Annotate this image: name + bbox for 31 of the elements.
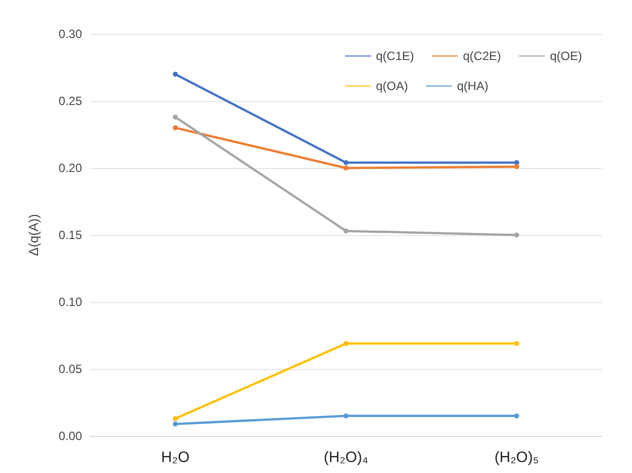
y-tick-label: 0.00 xyxy=(58,429,82,443)
y-tick-label: 0.30 xyxy=(58,27,82,41)
point xyxy=(172,421,178,426)
point xyxy=(514,164,520,170)
y-tick-label: 0.10 xyxy=(58,295,82,309)
point xyxy=(514,341,520,346)
legend-label: q(HA) xyxy=(456,79,488,93)
y-axis-title: Δ(q(A)) xyxy=(26,214,41,256)
point xyxy=(514,160,520,166)
point xyxy=(344,228,348,234)
y-tick-label: 0.05 xyxy=(58,362,82,376)
point xyxy=(344,413,348,418)
legend-label: q(C1E) xyxy=(376,49,414,63)
point xyxy=(172,72,178,77)
point xyxy=(514,232,520,238)
legend-label: q(C2E) xyxy=(462,49,501,63)
x-tick-label: H₂O xyxy=(161,449,190,466)
x-tick-label: (H₂O)₄ xyxy=(324,449,368,466)
point xyxy=(172,416,178,422)
y-tick-label: 0.15 xyxy=(58,228,82,242)
y-tick-label: 0.25 xyxy=(58,94,82,108)
point xyxy=(344,166,348,170)
point xyxy=(344,341,348,346)
legend-label: q(OE) xyxy=(550,49,582,63)
y-tick-label: 0.20 xyxy=(58,161,82,175)
x-tick-label: (H₂O)₅ xyxy=(494,449,539,466)
point xyxy=(514,413,520,418)
legend-label: q(OA) xyxy=(376,79,408,93)
point xyxy=(344,160,348,166)
point xyxy=(172,125,178,130)
point xyxy=(172,114,178,120)
